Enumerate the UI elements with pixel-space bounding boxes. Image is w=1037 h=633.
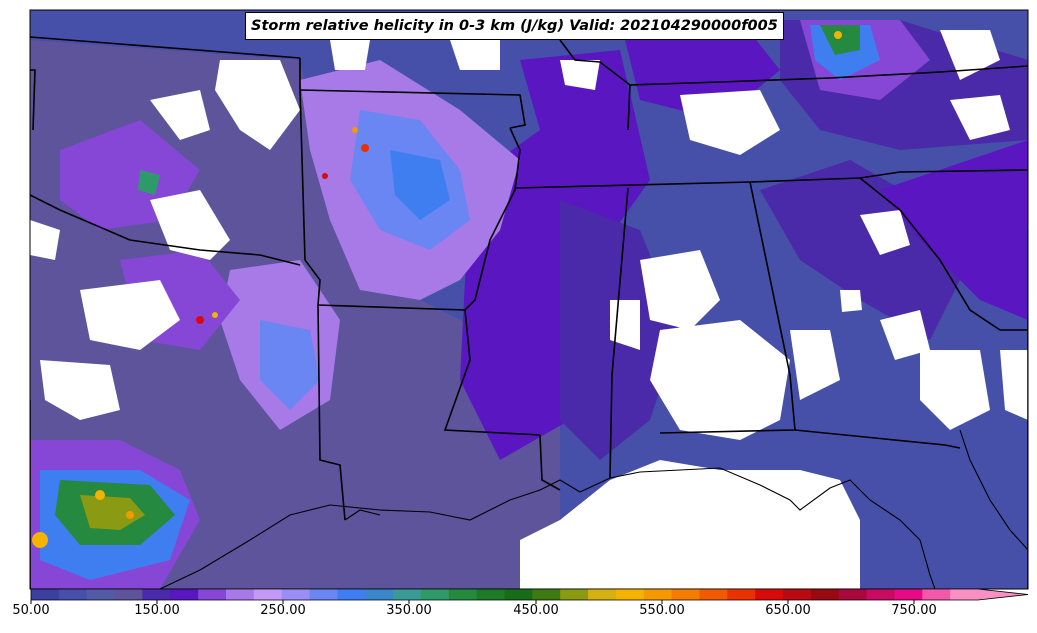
colorbar-swatch (31, 589, 60, 600)
colorbar-label-550: 550.00 (639, 603, 685, 618)
colorbar-swatch (504, 589, 533, 600)
colorbar-label-150: 150.00 (134, 603, 180, 618)
colorbar-swatch (253, 589, 283, 600)
colorbar-label-250: 250.00 (260, 603, 306, 618)
colorbar-swatch (170, 589, 199, 600)
colorbar-swatch (894, 589, 923, 600)
colorbar-swatch (448, 589, 478, 600)
colorbar-label-750: 750.00 (891, 603, 937, 618)
colorbar-swatch (755, 589, 784, 600)
colorbar-extend-arrow (978, 589, 1028, 600)
colorbar-swatch (699, 589, 728, 600)
map-title: Storm relative helicity in 0-3 km (J/kg)… (245, 12, 784, 40)
colorbar-swatch (142, 589, 171, 600)
state-boundaries (30, 36, 1028, 589)
colorbar-swatch (950, 589, 979, 600)
colorbar-swatch (727, 589, 756, 600)
colorbar-swatch (643, 589, 673, 600)
colorbar-swatch (810, 589, 840, 600)
colorbar-swatch (420, 589, 450, 600)
colorbar-swatch (58, 589, 88, 600)
colorbar-label-450: 450.00 (513, 603, 559, 618)
colorbar-ticks (30, 600, 915, 604)
colorbar-swatch (560, 589, 589, 600)
colorbar-swatch (86, 589, 116, 600)
colorbar-swatch (866, 589, 896, 600)
colorbar-swatch (588, 589, 617, 600)
shaded-field (30, 10, 1028, 589)
colorbar-swatch (532, 589, 561, 600)
colorbar-swatch (281, 589, 311, 600)
colorbar-swatch (922, 589, 951, 600)
colorbar-swatch (783, 589, 812, 600)
colorbar-outline (30, 588, 1029, 601)
colorbar-label-50: 50.00 (12, 603, 50, 618)
colorbar-swatch (337, 589, 366, 600)
colorbar-swatch (365, 589, 394, 600)
colorbar-swatch (476, 589, 506, 600)
colorbar-swatch (671, 589, 701, 600)
colorbar-label-650: 650.00 (765, 603, 811, 618)
colorbar-swatch (198, 589, 227, 600)
colorbar-swatch (114, 589, 144, 600)
colorbar-swatch (838, 589, 868, 600)
colorbar-label-350: 350.00 (386, 603, 432, 618)
colorbar-swatch (225, 589, 255, 600)
coastlines (159, 429, 1028, 589)
colorbar-swatch (309, 589, 338, 600)
colorbar-swatch (393, 589, 422, 600)
colorbar-swatch (615, 589, 645, 600)
colorbar (30, 588, 1029, 601)
